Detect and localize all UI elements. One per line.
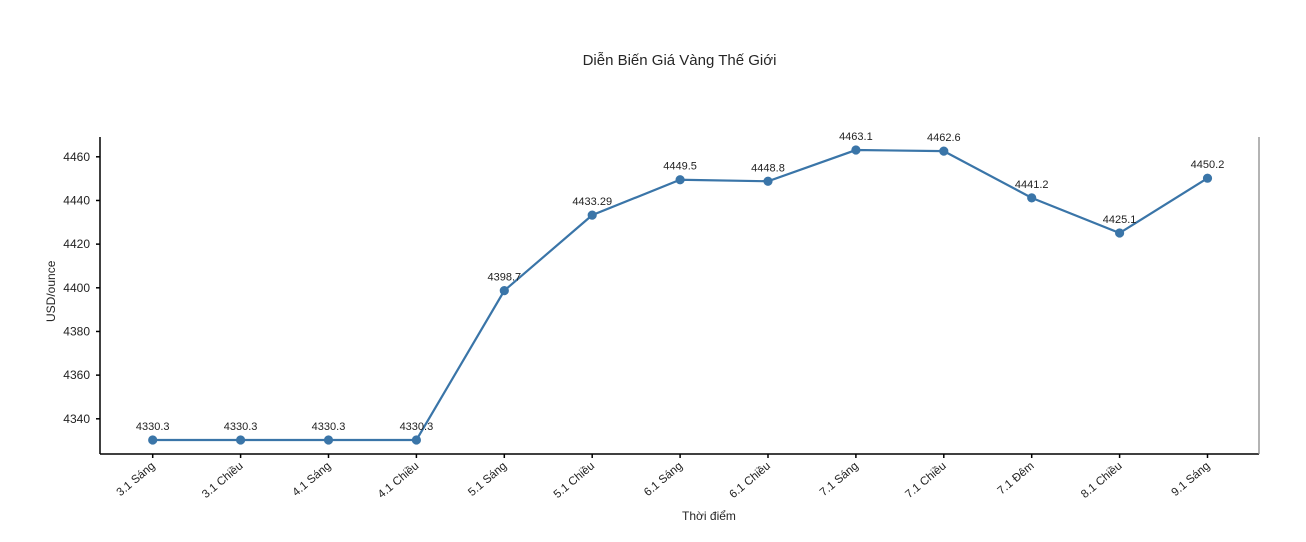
svg-text:3.1 Sáng: 3.1 Sáng [115,460,158,499]
svg-text:4330.3: 4330.3 [312,421,346,433]
svg-text:4433.29: 4433.29 [572,196,612,208]
svg-text:4463.1: 4463.1 [839,131,873,143]
svg-text:4441.2: 4441.2 [1015,179,1049,191]
svg-text:4340: 4340 [63,412,90,426]
svg-text:4425.1: 4425.1 [1103,214,1137,226]
svg-text:5.1 Chiều: 5.1 Chiều [552,460,597,501]
svg-text:4440: 4440 [63,193,90,207]
svg-text:8.1 Chiều: 8.1 Chiều [1079,460,1124,501]
svg-text:4462.6: 4462.6 [927,132,961,144]
svg-text:4330.3: 4330.3 [400,421,434,433]
svg-text:7.1 Đêm: 7.1 Đêm [996,460,1037,497]
svg-text:4400: 4400 [63,281,90,295]
svg-text:4.1 Chiều: 4.1 Chiều [376,460,421,501]
svg-text:9.1 Sáng: 9.1 Sáng [1169,460,1212,499]
svg-text:7.1 Chiều: 7.1 Chiều [903,460,948,501]
svg-text:4398.7: 4398.7 [487,272,521,284]
svg-text:6.1 Chiều: 6.1 Chiều [727,460,772,501]
svg-text:4449.5: 4449.5 [663,161,697,173]
svg-text:4.1 Sáng: 4.1 Sáng [290,460,333,499]
svg-text:4420: 4420 [63,237,90,251]
svg-text:4460: 4460 [63,150,90,164]
svg-text:4450.2: 4450.2 [1191,159,1225,171]
svg-text:6.1 Sáng: 6.1 Sáng [642,460,685,499]
svg-text:5.1 Sáng: 5.1 Sáng [466,460,509,499]
svg-text:4330.3: 4330.3 [224,421,258,433]
svg-text:3.1 Chiều: 3.1 Chiều [200,460,245,501]
svg-text:4448.8: 4448.8 [751,162,785,174]
svg-text:4330.3: 4330.3 [136,421,170,433]
svg-text:4380: 4380 [63,324,90,338]
svg-text:7.1 Sáng: 7.1 Sáng [818,460,861,499]
svg-text:4360: 4360 [63,368,90,382]
